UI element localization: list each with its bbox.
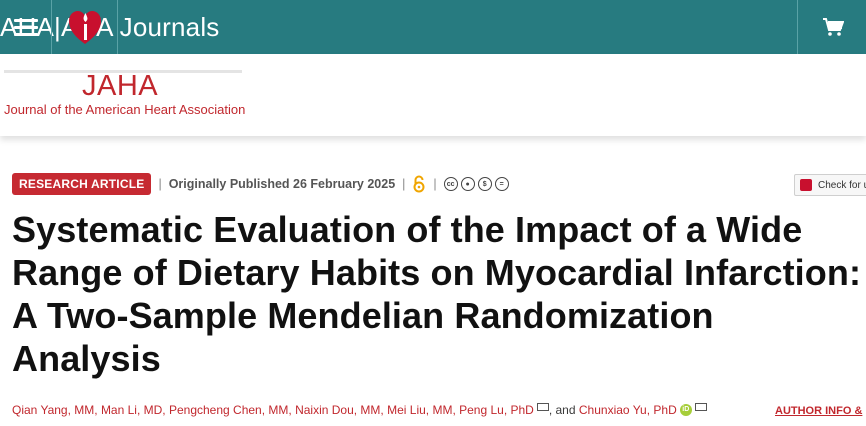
cc-icon: cc <box>443 177 458 191</box>
publication-date: Originally Published 26 February 2025 <box>168 177 396 191</box>
orcid-icon[interactable]: iD <box>679 404 692 416</box>
site-title[interactable]: AHA|ASA Journals <box>0 11 220 42</box>
open-access-icon[interactable] <box>412 175 426 193</box>
author-link[interactable]: Qian Yang, MM, <box>12 403 98 417</box>
article-title: Systematic Evaluation of the Impact of a… <box>12 209 862 379</box>
article-meta-row: RESEARCH ARTICLE | Originally Published … <box>12 173 509 195</box>
author-link[interactable]: Chunxiao Yu, PhD <box>578 403 677 417</box>
author-link[interactable]: Peng Lu, PhD <box>459 403 534 417</box>
license-icons[interactable]: cc ● $ = <box>443 177 509 191</box>
author-list: Qian Yang, MM, Man Li, MD, Pengcheng Che… <box>12 403 866 419</box>
hamburger-menu-icon <box>13 15 38 40</box>
divider: | <box>433 177 437 191</box>
check-for-updates-label: Check for u <box>818 179 866 191</box>
author-info-link[interactable]: AUTHOR INFO & <box>775 405 863 417</box>
cart-button[interactable] <box>797 0 866 54</box>
menu-button[interactable] <box>0 0 52 54</box>
article-type-badge: RESEARCH ARTICLE <box>12 173 152 195</box>
shopping-cart-icon <box>822 18 844 36</box>
author-link[interactable]: Pengcheng Chen, MM, <box>168 403 292 417</box>
journal-header: JAHA Journal of the American Heart Assoc… <box>0 54 866 136</box>
journal-faded-text <box>4 70 242 73</box>
aha-logo-link[interactable] <box>52 0 118 54</box>
check-for-updates-button[interactable]: Check for u <box>794 174 866 196</box>
email-icon[interactable] <box>536 403 549 411</box>
author-link[interactable]: Mei Liu, MM, <box>387 403 456 417</box>
journal-full-name[interactable]: Journal of the American Heart Associatio… <box>4 102 246 117</box>
heart-torch-logo <box>68 11 101 44</box>
divider: | <box>158 177 162 191</box>
divider: | <box>402 177 406 191</box>
journal-abbreviation[interactable]: JAHA <box>82 70 159 102</box>
author-link[interactable]: Naixin Dou, MM, <box>295 403 384 417</box>
author-link[interactable]: Man Li, MD, <box>100 403 166 417</box>
by-icon: ● <box>460 177 475 191</box>
top-navigation-bar: AHA|ASA Journals <box>0 0 866 54</box>
nc-icon: $ <box>477 177 492 191</box>
crossmark-icon <box>800 179 812 191</box>
nd-icon: = <box>494 177 509 191</box>
author-conjunction: , and <box>548 403 576 417</box>
email-icon[interactable] <box>694 403 707 411</box>
